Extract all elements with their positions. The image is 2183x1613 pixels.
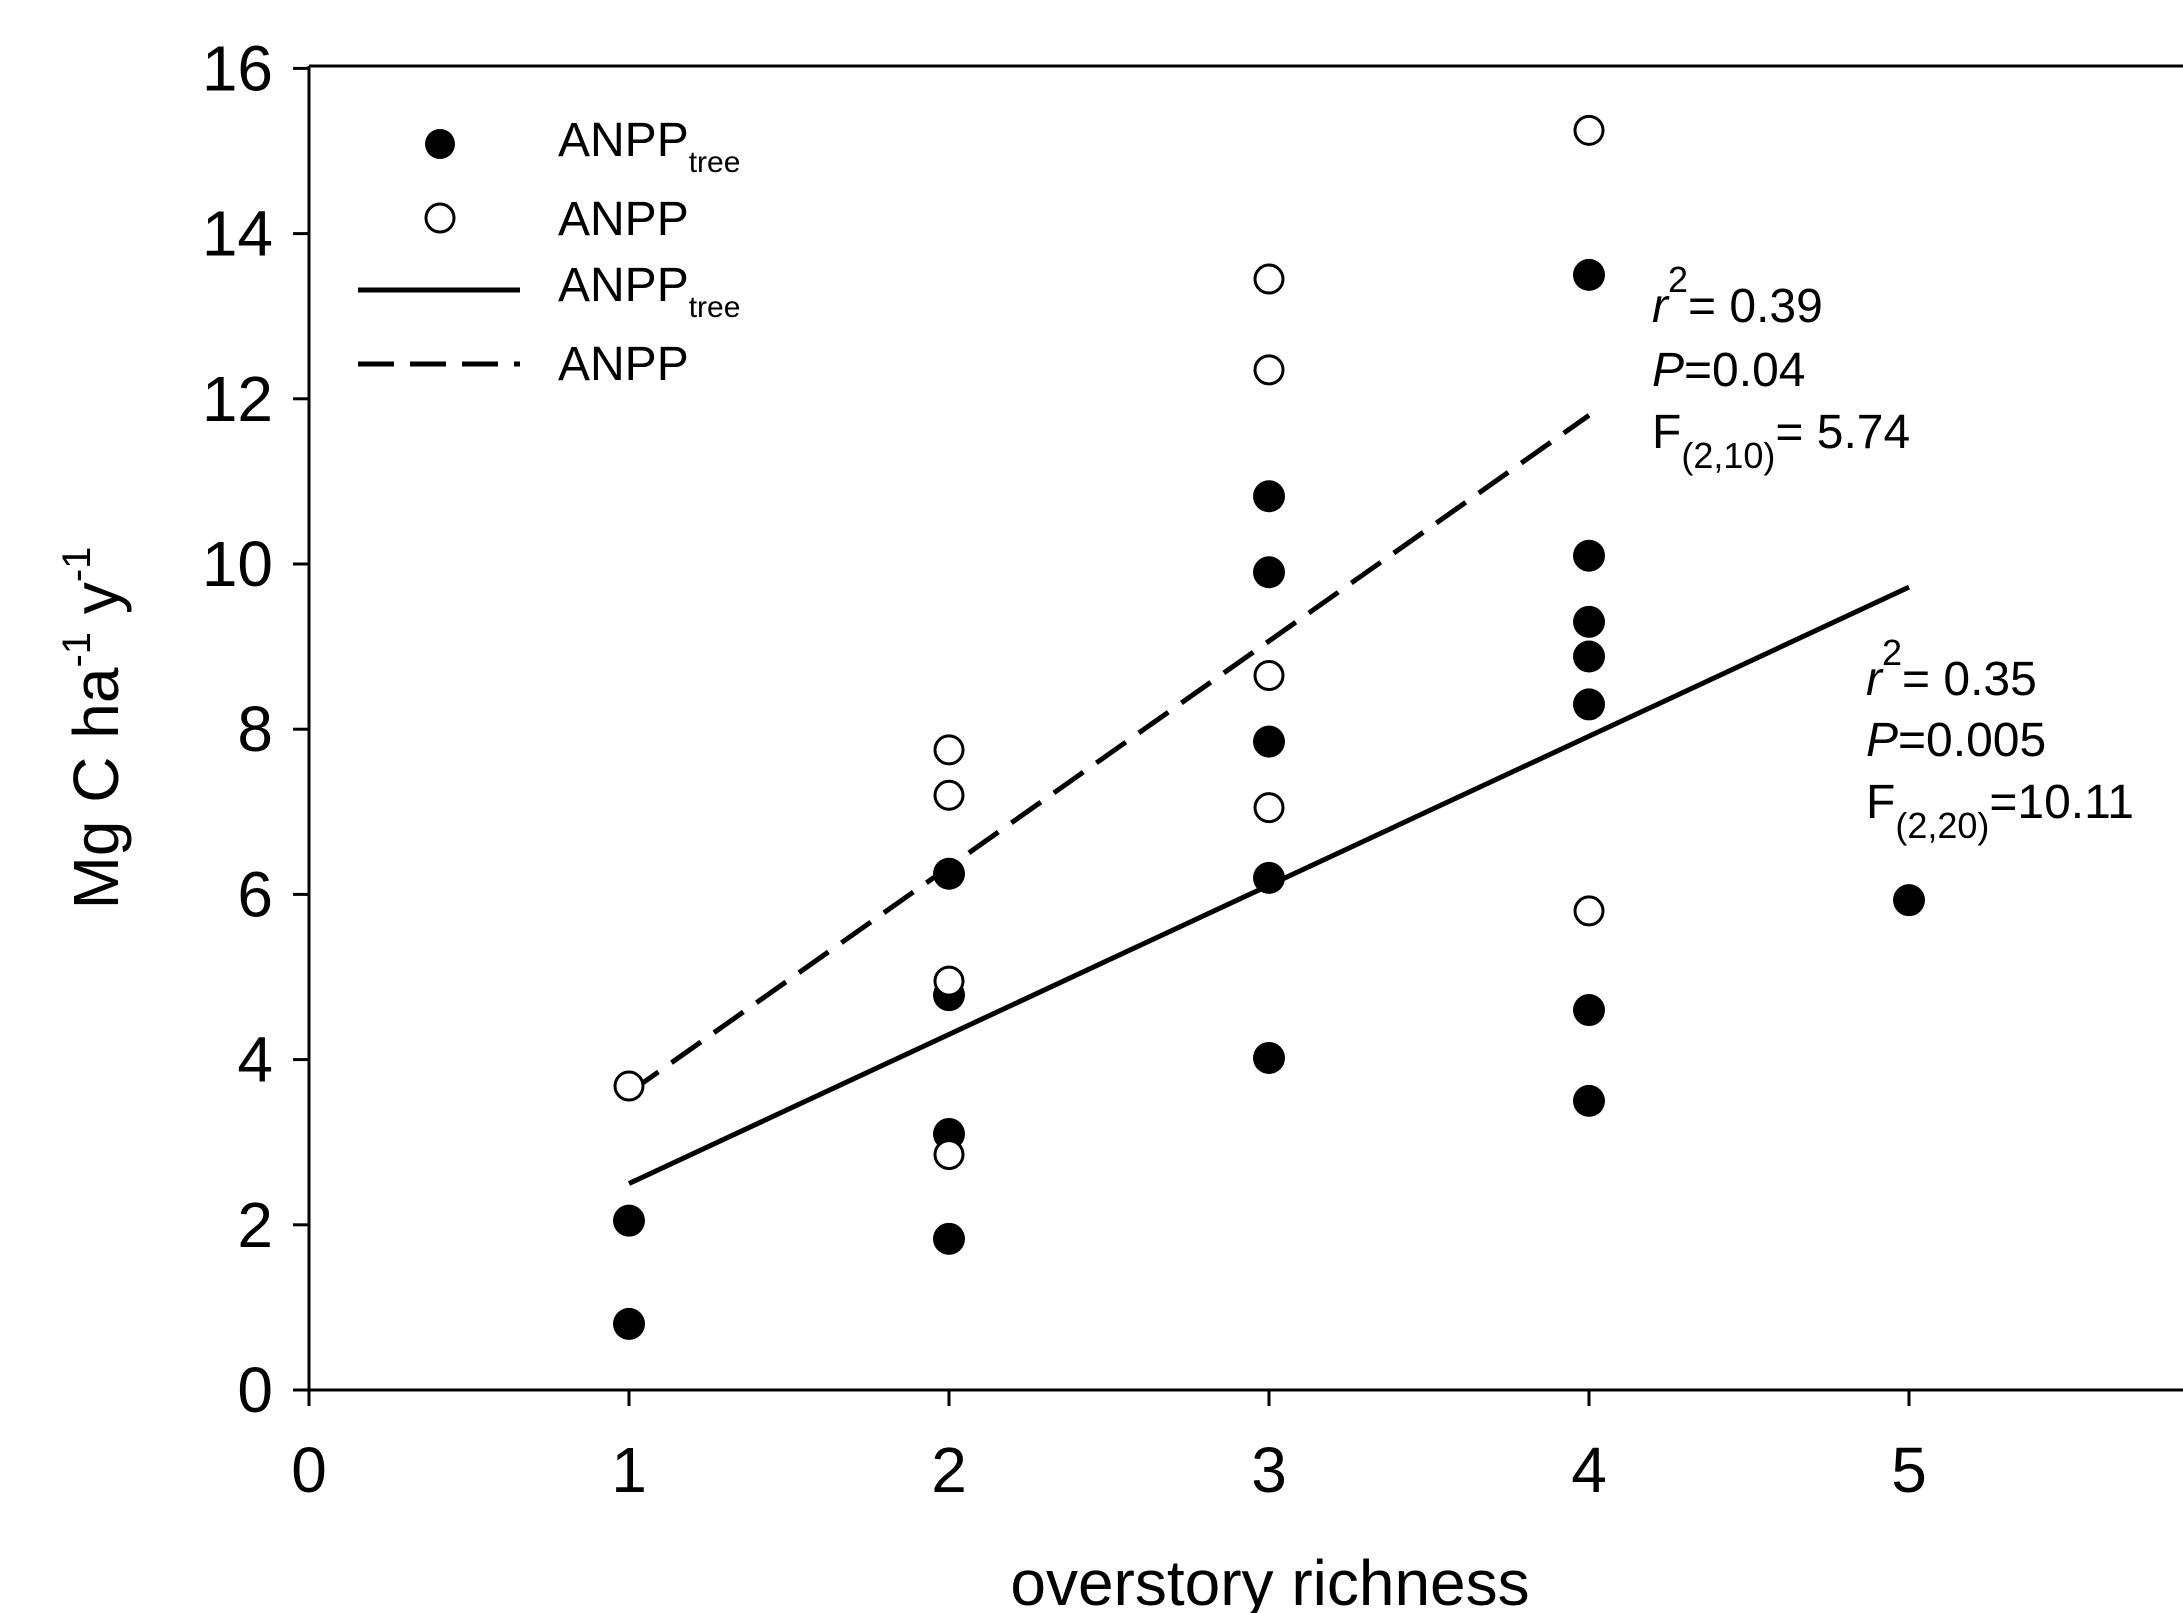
anpp-point: [1575, 116, 1603, 144]
legend-label-3-main: ANPP: [558, 338, 689, 391]
anpp-tree-point: [1253, 1042, 1285, 1074]
stats-tree-f-value: =10.11: [1989, 776, 2134, 829]
y-axis-title-mid: y: [60, 582, 132, 632]
stats-annotation-anpp-tree: r2= 0.35 P=0.005 F(2,20)=10.11: [1866, 632, 2134, 846]
anpp-tree-point: [1253, 556, 1285, 588]
anpp-tree-point: [1573, 641, 1605, 673]
y-axis-title-sup1: -1: [55, 632, 99, 668]
stats-tree-p: P=0.005: [1866, 714, 2046, 767]
y-tick-label: 12: [202, 363, 273, 435]
stats-tree-f-sub: (2,20): [1895, 805, 1989, 846]
anpp-point: [935, 967, 963, 995]
anpp-tree-point: [1573, 1085, 1605, 1117]
anpp-tree-point: [613, 1308, 645, 1340]
anpp-tree-point: [1253, 480, 1285, 512]
legend-label-1-main: ANPP: [558, 193, 689, 246]
stats-anpp-r2-value: = 0.39: [1688, 280, 1823, 333]
x-tick-label: 0: [291, 1434, 327, 1506]
y-tick-label: 2: [237, 1189, 273, 1261]
legend: ANPPtree ANPP ANPPtree ANPP: [358, 114, 740, 391]
legend-label-1: ANPP: [558, 193, 689, 246]
anpp-point: [1255, 662, 1283, 690]
anpp-tree-point: [613, 1205, 645, 1237]
stats-anpp-p-value: =0.04: [1684, 344, 1805, 397]
x-axis-title: overstory richness: [1010, 1547, 1529, 1613]
stats-tree-r2: r2= 0.35: [1866, 632, 2037, 706]
x-tick-label: 3: [1251, 1434, 1287, 1506]
anpp-point: [935, 1141, 963, 1169]
legend-filled-marker: [425, 129, 455, 159]
anpp-point: [1255, 265, 1283, 293]
anpp-tree-point: [1573, 994, 1605, 1026]
y-tick-label: 4: [237, 1024, 273, 1096]
anpp-point: [935, 781, 963, 809]
legend-open-marker: [426, 204, 454, 232]
legend-label-2-main: ANPP: [558, 259, 689, 312]
anpp-fit-line: [629, 415, 1589, 1092]
anpp-tree-point: [1253, 726, 1285, 758]
stats-anpp-r2: r2= 0.39: [1652, 259, 1823, 333]
legend-label-0-main: ANPP: [558, 114, 689, 167]
legend-label-0-sub: tree: [689, 146, 741, 179]
stats-tree-p-value: =0.005: [1898, 714, 2046, 767]
x-tick-label: 4: [1571, 1434, 1607, 1506]
stats-tree-r2-value: = 0.35: [1902, 653, 2037, 706]
x-tick-label: 5: [1891, 1434, 1927, 1506]
anpp-point: [615, 1072, 643, 1100]
stats-annotation-anpp: r2= 0.39 P=0.04 F(2,10)= 5.74: [1652, 259, 1910, 476]
anpp-tree-point: [1573, 606, 1605, 638]
stats-tree-f: F(2,20)=10.11: [1866, 776, 2134, 846]
stats-anpp-p: P=0.04: [1652, 344, 1805, 397]
anpp-tree-point: [933, 858, 965, 890]
y-tick-label: 0: [237, 1354, 273, 1426]
y-tick-label: 16: [202, 32, 273, 104]
anpp-point: [1575, 897, 1603, 925]
y-tick-label: 14: [202, 198, 273, 270]
y-tick-label: 10: [202, 528, 273, 600]
x-tick-label: 2: [931, 1434, 967, 1506]
anpp-tree-point: [933, 1223, 965, 1255]
anpp-point: [935, 736, 963, 764]
anpp-tree-point: [1573, 540, 1605, 572]
stats-anpp-f: F(2,10)= 5.74: [1652, 406, 1910, 476]
stats-anpp-f-sub: (2,10): [1681, 435, 1775, 476]
anpp-tree-point: [1893, 884, 1925, 916]
legend-label-2-sub: tree: [689, 291, 741, 324]
anpp-tree-point: [1573, 259, 1605, 291]
legend-label-2: ANPPtree: [558, 259, 740, 324]
legend-label-3: ANPP: [558, 338, 689, 391]
stats-anpp-f-value: = 5.74: [1775, 406, 1910, 459]
anpp-point: [1255, 794, 1283, 822]
y-axis-title-sup2: -1: [55, 547, 99, 583]
y-axis-title: Mg C ha-1 y-1: [55, 547, 132, 910]
anpp-tree-point: [1573, 688, 1605, 720]
x-tick-label: 1: [611, 1434, 647, 1506]
anpp-point: [1255, 356, 1283, 384]
y-axis-title-main: Mg C ha: [60, 667, 132, 909]
legend-label-0: ANPPtree: [558, 114, 740, 179]
anpp-tree-point: [1253, 862, 1285, 894]
y-tick-label: 6: [237, 858, 273, 930]
y-tick-label: 8: [237, 693, 273, 765]
